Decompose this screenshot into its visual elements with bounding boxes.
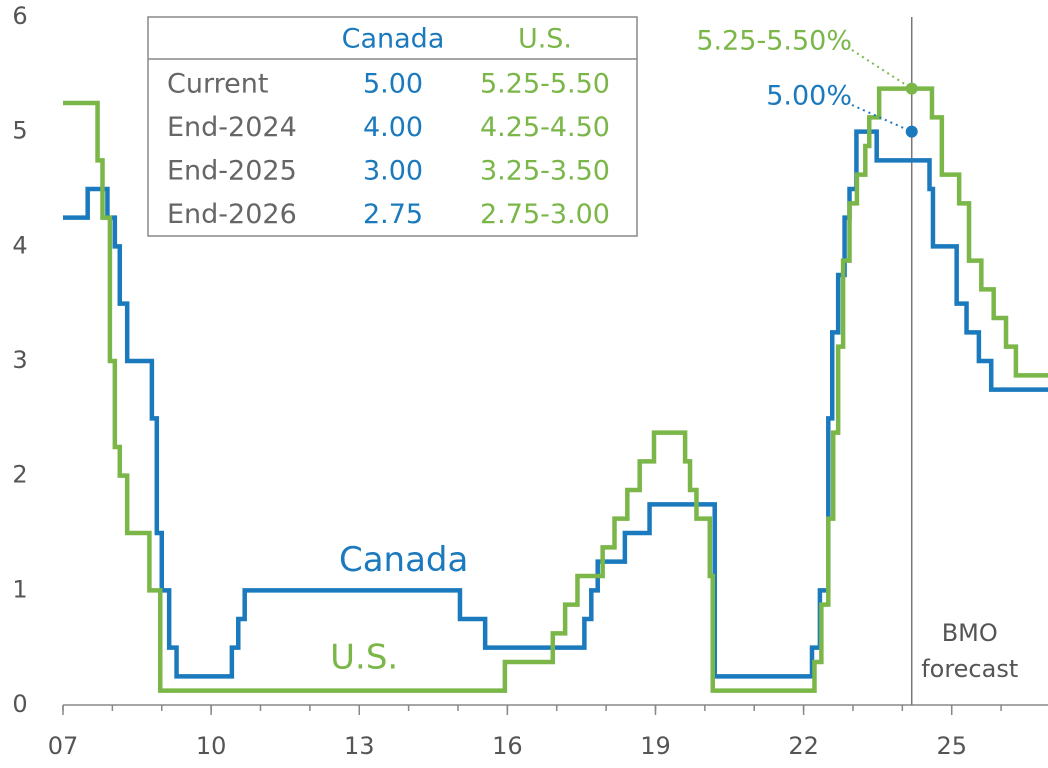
- x-tick-label: 13: [344, 732, 375, 760]
- table-row-label: End-2025: [167, 156, 297, 187]
- step-line: [63, 86, 1048, 693]
- callout-dot: [905, 125, 918, 138]
- y-tick-label: 1: [12, 575, 27, 603]
- y-tick-label: 3: [12, 346, 27, 374]
- callout-leader: [851, 104, 913, 133]
- x-tick-label: 10: [196, 732, 227, 760]
- table-cell: 5.00: [363, 69, 423, 100]
- y-tick-label: 5: [12, 117, 27, 145]
- table-cell: 3.00: [363, 156, 423, 187]
- series-label: U.S.: [330, 638, 398, 678]
- y-tick-label: 6: [12, 2, 27, 30]
- table-cell: 4.25-4.50: [480, 112, 610, 143]
- table-row-label: Current: [167, 69, 268, 100]
- x-tick-label: 16: [492, 732, 523, 760]
- table-cell: 5.25-5.50: [480, 69, 610, 100]
- table-cell: 2.75-3.00: [480, 199, 610, 230]
- rate-table: Canada U.S. Current 5.00 5.25-5.50 End-2024 4.…: [147, 16, 638, 237]
- step-line: [63, 129, 1048, 679]
- callout-label: 5.00%: [766, 81, 852, 112]
- y-tick-label: 2: [12, 461, 27, 489]
- y-tick-label: 4: [12, 231, 27, 259]
- x-tick-label: 19: [640, 732, 671, 760]
- forecast-label: forecast: [921, 655, 1018, 683]
- callout-leader: [851, 49, 913, 90]
- series-label: Canada: [339, 540, 468, 580]
- callout-dot: [905, 82, 918, 95]
- table-cell: 2.75: [363, 199, 423, 230]
- table-row-label: End-2026: [167, 199, 297, 230]
- y-tick-label: 0: [12, 690, 27, 718]
- table-box: [147, 16, 638, 237]
- x-tick-label: 25: [936, 732, 967, 760]
- table-column-header: U.S.: [518, 24, 572, 55]
- table-cell: 4.00: [363, 112, 423, 143]
- forecast-label: BMO: [942, 619, 998, 647]
- table-cell: 3.25-3.50: [480, 156, 610, 187]
- table-row-label: End-2024: [167, 112, 297, 143]
- x-tick-label: 22: [788, 732, 819, 760]
- callout-label: 5.25-5.50%: [696, 26, 852, 57]
- table-column-header: Canada: [342, 24, 445, 55]
- x-tick-label: 07: [48, 732, 79, 760]
